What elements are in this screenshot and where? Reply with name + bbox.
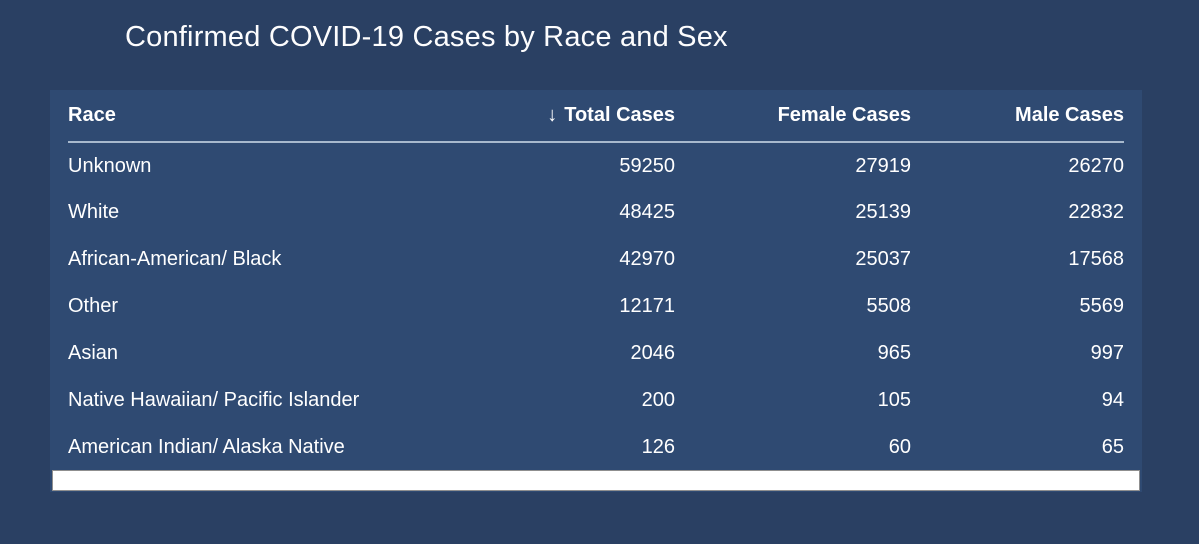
race-cell: African-American/ Black xyxy=(68,248,282,270)
female-cell: 25037 xyxy=(855,248,911,270)
table-row: Asian 2046 965 997 xyxy=(68,330,1124,377)
race-cell: White xyxy=(68,201,120,223)
male-cell: 5569 xyxy=(1079,295,1125,317)
total-cell: 12171 xyxy=(619,295,675,317)
horizontal-scrollbar[interactable] xyxy=(52,470,1140,491)
female-cell: 25139 xyxy=(855,201,911,223)
table-row: White 48425 25139 22832 xyxy=(68,189,1124,236)
male-cell: 26270 xyxy=(1068,154,1124,177)
total-cell: 126 xyxy=(641,436,675,458)
race-cell: American Indian/ Alaska Native xyxy=(68,436,345,458)
page-title: Confirmed COVID-19 Cases by Race and Sex xyxy=(125,21,728,53)
total-cell: 2046 xyxy=(630,342,676,364)
column-header-female-cases[interactable]: Female Cases xyxy=(675,90,911,143)
race-cell: Other xyxy=(68,295,119,317)
table-panel: Race ↓ Total Cases Female Cases Male Case… xyxy=(50,90,1142,492)
female-cell: 27919 xyxy=(855,154,911,177)
total-cell: 200 xyxy=(641,389,675,411)
race-cell: Unknown xyxy=(68,154,152,177)
total-cell: 48425 xyxy=(619,201,675,223)
race-cell: Native Hawaiian/ Pacific Islander xyxy=(68,389,360,411)
column-header-male-cases[interactable]: Male Cases xyxy=(911,90,1124,143)
sort-descending-icon: ↓ xyxy=(547,104,558,126)
female-cell: 60 xyxy=(888,436,911,458)
table-row: African-American/ Black 42970 25037 1756… xyxy=(68,236,1124,283)
male-cell: 94 xyxy=(1101,389,1124,411)
total-cell: 59250 xyxy=(619,154,675,177)
male-cell: 22832 xyxy=(1068,201,1124,223)
male-cell: 997 xyxy=(1090,342,1124,364)
female-cell: 965 xyxy=(877,342,911,364)
column-header-total-cases-label: Total Cases xyxy=(564,104,675,126)
race-cell: Asian xyxy=(68,342,119,364)
column-header-race[interactable]: Race xyxy=(68,90,490,143)
table-row: Other 12171 5508 5569 xyxy=(68,283,1124,330)
male-cell: 17568 xyxy=(1068,248,1124,270)
table-row: American Indian/ Alaska Native 126 60 65 xyxy=(68,424,1124,471)
total-cell: 42970 xyxy=(619,248,675,270)
column-header-total-cases[interactable]: ↓ Total Cases xyxy=(490,90,675,143)
cases-table: Race ↓ Total Cases Female Cases Male Case… xyxy=(68,90,1124,471)
table-row: Unknown 59250 27919 26270 xyxy=(68,142,1124,189)
female-cell: 105 xyxy=(877,389,911,411)
female-cell: 5508 xyxy=(866,295,912,317)
header-row: Race ↓ Total Cases Female Cases Male Case… xyxy=(68,90,1124,143)
table-row: Native Hawaiian/ Pacific Islander 200 10… xyxy=(68,377,1124,424)
male-cell: 65 xyxy=(1101,436,1124,458)
